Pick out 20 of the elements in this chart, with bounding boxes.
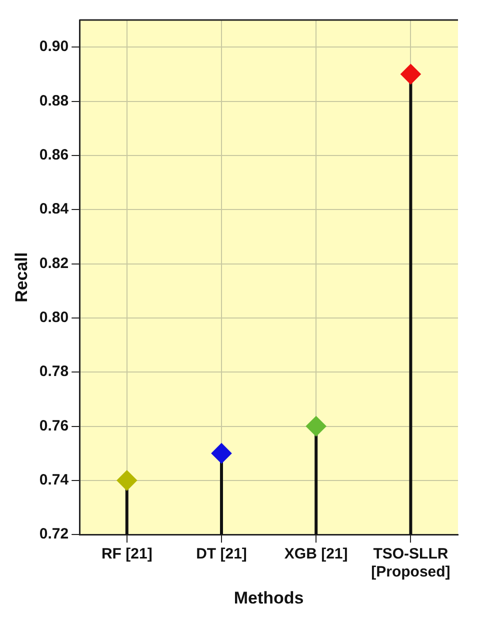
y-axis-title: Recall [12, 252, 31, 302]
y-tick-label: 0.78 [39, 363, 69, 380]
y-tick-label: 0.74 [39, 472, 70, 489]
point [116, 470, 137, 490]
x-tick-label: DT [21] [196, 546, 247, 563]
x-tick-label: TSO-SLLR [Proposed] [371, 546, 450, 581]
point [400, 64, 421, 84]
x-tick-label: RF [21] [101, 546, 152, 563]
point [306, 416, 326, 436]
y-tick-label: 0.72 [39, 526, 69, 543]
y-tick-label: 0.90 [39, 38, 69, 56]
y-tick-label: 0.84 [39, 200, 70, 218]
y-tick-label: 0.88 [39, 92, 69, 110]
x-axis-title: Methods [234, 588, 304, 608]
x-tick-label: XGB [21] [284, 546, 348, 563]
point [211, 443, 232, 464]
y-tick-label: 0.80 [39, 309, 69, 326]
y-tick-label: 0.76 [39, 417, 69, 434]
y-tick-label: 0.86 [39, 146, 69, 164]
y-tick-label: 0.82 [39, 254, 69, 272]
